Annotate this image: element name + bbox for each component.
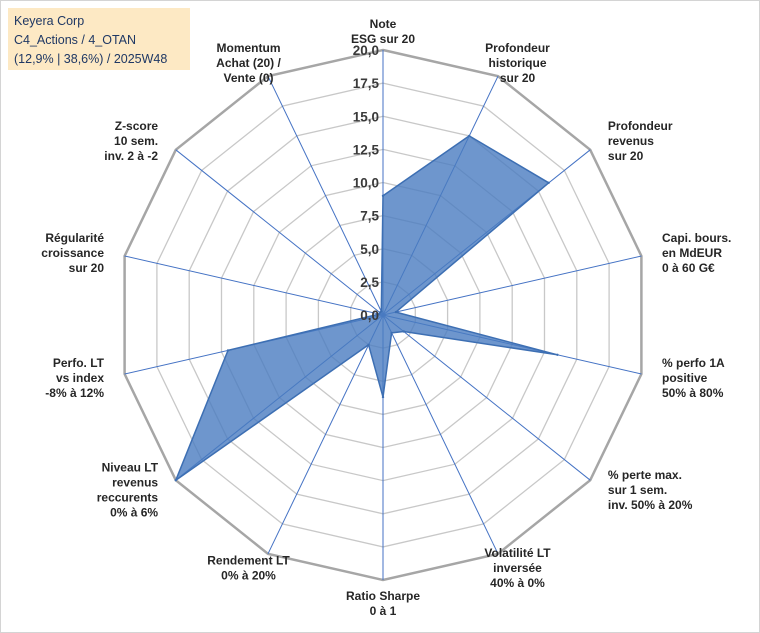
data-point <box>226 349 230 352</box>
axis-label-line: Perfo. LT <box>53 356 105 370</box>
axis-spoke <box>267 314 384 555</box>
axis-label-line: Note <box>370 17 397 31</box>
axis-label-line: sur 1 sem. <box>608 483 667 497</box>
axis-label-line: 0 à 60 G€ <box>662 261 715 275</box>
tick-label: 17,5 <box>353 76 380 91</box>
tick-label: 20,0 <box>353 43 379 58</box>
axis-label: % perte max. sur 1 sem. inv. 50% à 20% <box>608 468 693 512</box>
data-point <box>174 479 177 482</box>
axis-label-line: sur 20 <box>69 261 105 275</box>
data-point <box>547 181 550 184</box>
axis-label-line: % perte max. <box>608 468 682 482</box>
axis-label-line: Ratio Sharpe <box>346 589 420 603</box>
axis-label-line: -8% à 12% <box>45 386 104 400</box>
series-layer <box>174 134 559 482</box>
axis-label-line: Capi. bours. <box>662 231 731 245</box>
data-point <box>367 343 370 346</box>
axis-label-line: revenus <box>608 134 654 148</box>
axis-label-line: vs index <box>56 371 104 385</box>
axis-label: Volatilité LT inversée 40% à 0% <box>484 546 551 590</box>
axis-label-line: Momentum <box>217 41 281 55</box>
axis-label: Capi. bours. en MdEUR 0 à 60 G€ <box>662 231 731 275</box>
data-point <box>390 331 393 335</box>
axis-label-line: en MdEUR <box>662 246 722 260</box>
axis-label-line: positive <box>662 371 708 385</box>
axis-label-line: Profondeur <box>608 119 673 133</box>
category-label: C4_Actions / 4_OTAN <box>14 33 137 47</box>
axis-label: Ratio Sharpe 0 à 1 <box>346 589 420 618</box>
data-point <box>402 330 405 333</box>
axis-label-line: 50% à 80% <box>662 386 724 400</box>
axis-label-line: inv. 50% à 20% <box>608 498 693 512</box>
tick-label: 5,0 <box>360 242 379 257</box>
axis-label: Profondeur revenus sur 20 <box>608 119 673 163</box>
tick-label: 7,5 <box>360 209 379 224</box>
ticks-layer: 0,0 2,5 5,0 7,5 10,0 12,5 15,0 17,5 20,0 <box>353 43 380 323</box>
axis-label-line: Régularité <box>45 231 104 245</box>
axis-label-line: croissance <box>41 246 104 260</box>
axis-label-line: ESG sur 20 <box>351 32 415 46</box>
axis-label-line: Rendement LT <box>207 553 290 567</box>
axis-label: Perfo. LT vs index -8% à 12% <box>45 356 104 400</box>
axis-label: Niveau LT revenus reccurents 0% à 6% <box>97 461 159 520</box>
info-box: Keyera Corp C4_Actions / 4_OTAN (12,9% |… <box>8 8 190 70</box>
axis-label: Momentum Achat (20) / Vente (0) <box>216 41 281 85</box>
axis-spoke <box>382 314 591 481</box>
axis-spoke <box>175 149 384 316</box>
axis-label-line: Achat (20) / <box>216 56 281 70</box>
axis-label-line: historique <box>488 56 546 70</box>
tick-label: 2,5 <box>360 275 379 290</box>
axis-label-line: sur 20 <box>608 149 644 163</box>
axis-label-line: sur 20 <box>500 71 536 85</box>
data-point <box>468 134 471 138</box>
company-name: Keyera Corp <box>14 14 85 28</box>
axis-spoke <box>267 75 384 316</box>
axis-spoke <box>382 314 499 555</box>
axis-label-line: inv. 2 à -2 <box>104 149 158 163</box>
axis-label-line: Volatilité LT <box>484 546 551 560</box>
axis-label-line: 40% à 0% <box>490 576 545 590</box>
data-point <box>381 395 385 399</box>
axis-label-line: Profondeur <box>485 41 550 55</box>
axis-label-line: 0% à 20% <box>221 568 276 582</box>
axis-label-line: % perfo 1A <box>662 356 725 370</box>
data-point <box>394 310 398 314</box>
axis-label-line: 10 sem. <box>114 134 158 148</box>
axis-spoke <box>124 255 384 316</box>
axis-label: Z-score 10 sem. inv. 2 à -2 <box>104 119 158 163</box>
tick-label: 10,0 <box>353 176 379 191</box>
axis-label-line: revenus <box>112 476 158 490</box>
axis-label-line: Niveau LT <box>102 461 159 475</box>
axis-label-line: Vente (0) <box>223 71 273 85</box>
axis-label-line: Z-score <box>115 119 159 133</box>
axis-label-line: inversée <box>493 561 542 575</box>
axis-label-line: 0% à 6% <box>110 506 158 520</box>
axis-label-line: 0 à 1 <box>370 604 397 618</box>
tick-label: 12,5 <box>353 142 380 157</box>
data-point <box>556 353 559 356</box>
axis-label: Note ESG sur 20 <box>351 17 415 46</box>
tick-label: 15,0 <box>353 109 379 124</box>
stats-label: (12,9% | 38,6%) / 2025W48 <box>14 52 168 66</box>
data-point <box>381 194 385 197</box>
axis-spoke <box>382 255 642 316</box>
tick-label: 0,0 <box>360 308 379 323</box>
axis-label: Rendement LT 0% à 20% <box>207 553 290 582</box>
axis-label: Profondeur historique sur 20 <box>485 41 550 85</box>
data-point <box>380 310 383 313</box>
axis-label: Régularité croissance sur 20 <box>41 231 104 275</box>
axis-label-line: reccurents <box>97 491 159 505</box>
axis-label: % perfo 1A positive 50% à 80% <box>662 356 725 400</box>
